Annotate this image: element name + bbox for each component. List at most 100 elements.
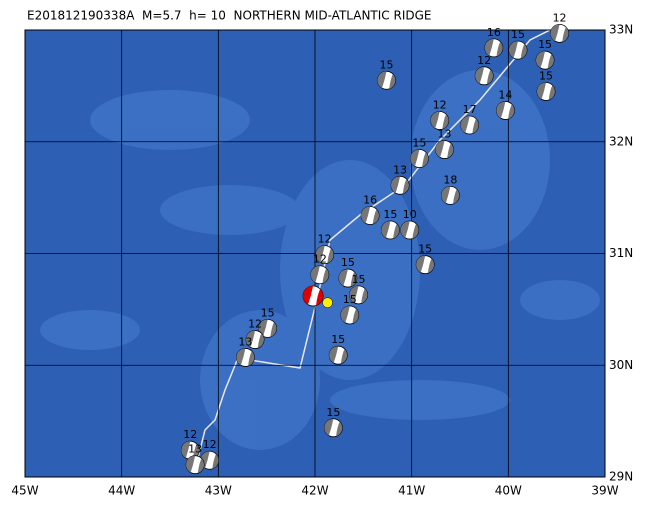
depth-label: 12 xyxy=(318,233,332,246)
focal-mechanism-quadrant xyxy=(236,348,246,366)
focal-mechanism xyxy=(315,245,335,265)
focal-mechanism-quadrant xyxy=(377,71,387,89)
focal-mechanism-quadrant xyxy=(324,418,334,436)
focal-mechanism-quadrant xyxy=(412,223,419,239)
focal-mechanism-quadrant xyxy=(442,114,449,130)
focal-mechanism-quadrant xyxy=(402,179,409,194)
focal-mechanism xyxy=(360,206,380,225)
focal-mechanism-quadrant xyxy=(427,258,435,274)
depth-label: 16 xyxy=(363,194,377,207)
focal-mechanism-quadrant xyxy=(322,268,329,284)
depth-label: 12 xyxy=(183,428,197,441)
depth-label: 15 xyxy=(331,333,345,346)
main-mechanism-quadrant xyxy=(302,285,314,305)
focal-mechanism xyxy=(474,66,494,86)
focal-mechanism-quadrant xyxy=(340,348,348,364)
focal-mechanism-quadrant xyxy=(336,421,343,437)
focal-mechanism-quadrant xyxy=(258,319,268,337)
depth-label: 13 xyxy=(188,443,202,456)
lon-label: 41W xyxy=(398,484,425,498)
lat-label: 29N xyxy=(609,470,633,484)
focal-mechanism xyxy=(245,330,265,349)
map-title: E201812190338A M=5.7 h= 10 NORTHERN MID-… xyxy=(27,9,432,23)
depth-label: 15 xyxy=(326,406,340,419)
focal-mechanism-quadrant xyxy=(349,285,359,303)
focal-mechanism xyxy=(258,318,278,338)
depth-label: 12 xyxy=(203,438,217,451)
focal-mechanism-quadrant xyxy=(416,255,426,273)
focal-mechanism-quadrant xyxy=(372,209,379,225)
focal-mechanism-quadrant xyxy=(422,152,429,168)
focal-mechanism xyxy=(310,265,330,285)
depth-label: 15 xyxy=(511,28,525,41)
focal-mechanism xyxy=(435,140,454,159)
depth-label: 15 xyxy=(412,137,426,150)
focal-mechanism-quadrant xyxy=(310,265,320,283)
focal-mechanism-quadrant xyxy=(508,41,518,58)
depth-label: 15 xyxy=(383,208,397,221)
focal-mechanism-quadrant xyxy=(547,53,554,69)
focal-mechanism-quadrant xyxy=(186,455,196,473)
focal-mechanism xyxy=(338,268,358,288)
depth-label: 15 xyxy=(261,306,275,319)
depth-label: 12 xyxy=(553,11,567,24)
main-mechanism xyxy=(302,285,324,307)
focal-mechanism-quadrant xyxy=(486,69,494,85)
focal-mechanism-quadrant xyxy=(338,269,348,286)
focal-mechanism-quadrant xyxy=(430,111,440,129)
lat-label: 33N xyxy=(609,23,633,37)
focal-mechanism-quadrant xyxy=(550,24,560,42)
focal-mechanism xyxy=(380,220,400,240)
focal-mechanism xyxy=(377,70,396,90)
focal-mechanism xyxy=(185,455,205,475)
lat-label: 31N xyxy=(609,246,633,260)
focal-mechanism-quadrant xyxy=(389,73,396,89)
focal-mechanism-quadrant xyxy=(536,51,546,69)
focal-mechanism-quadrant xyxy=(562,27,569,42)
focal-mechanism-quadrant xyxy=(536,82,547,100)
focal-mechanism xyxy=(440,185,460,205)
focal-mechanism-quadrant xyxy=(393,223,400,239)
focal-mechanism-quadrant xyxy=(361,206,371,224)
depth-label: 12 xyxy=(248,318,262,331)
focal-mechanism-quadrant xyxy=(270,322,277,337)
depth-label: 10 xyxy=(403,208,417,221)
focal-mechanism-quadrant xyxy=(453,189,460,204)
main-mechanism-quadrant xyxy=(316,288,323,306)
depth-label: 13 xyxy=(438,128,452,141)
focal-mechanism xyxy=(323,418,343,438)
focal-mechanism-quadrant xyxy=(361,288,368,304)
focal-mechanism-quadrant xyxy=(197,458,205,474)
focal-mechanism-quadrant xyxy=(460,115,470,133)
focal-mechanism xyxy=(430,111,450,130)
depth-label: 12 xyxy=(477,54,491,67)
depth-label: 15 xyxy=(352,273,366,286)
focal-mechanism-quadrant xyxy=(340,305,350,323)
focal-mechanism-quadrant xyxy=(257,333,264,349)
depth-label: 15 xyxy=(343,293,357,306)
focal-mechanism xyxy=(400,220,420,240)
focal-mechanism xyxy=(409,149,429,168)
lon-label: 44W xyxy=(108,484,135,498)
focal-mechanism xyxy=(550,23,569,43)
lat-label: 32N xyxy=(609,134,633,148)
focal-mechanism-quadrant xyxy=(520,43,527,59)
focal-mechanism-quadrant xyxy=(327,248,334,264)
focal-mechanism-quadrant xyxy=(400,221,410,238)
focal-mechanism xyxy=(496,101,515,120)
focal-mechanism-quadrant xyxy=(435,140,445,158)
focal-mechanism-quadrant xyxy=(496,41,503,57)
focal-mechanism xyxy=(484,38,504,58)
focal-mechanism-quadrant xyxy=(472,118,479,134)
focal-mechanism-quadrant xyxy=(181,441,191,459)
depth-label: 12 xyxy=(313,253,327,266)
focal-mechanism-quadrant xyxy=(352,308,359,324)
focal-mechanism xyxy=(235,348,255,367)
depth-label: 15 xyxy=(418,243,432,256)
focal-mechanism-quadrant xyxy=(496,101,506,119)
lon-label: 40W xyxy=(495,484,522,498)
focal-mechanism-quadrant xyxy=(410,149,420,167)
depth-label: 12 xyxy=(433,99,447,112)
focal-mechanism xyxy=(390,175,410,195)
depth-label: 15 xyxy=(341,256,355,269)
